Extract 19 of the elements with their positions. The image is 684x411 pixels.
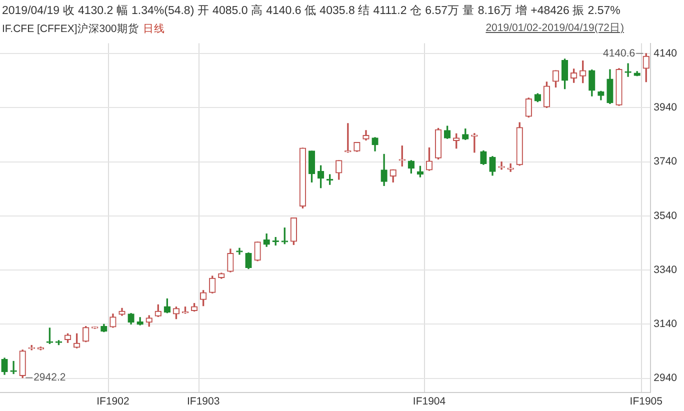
y-tick-label: 4140 [654,47,678,60]
annotation: 2942.2 [34,372,66,384]
x-tick-label: IF1905 [630,396,663,408]
y-tick-label: 3340 [654,264,678,276]
candlestick [624,63,632,77]
x-tick-label: IF1902 [96,396,130,408]
text: 日线 [142,23,165,35]
y-tick-label: 3740 [654,156,678,168]
y-tick-label: 3140 [654,318,678,330]
y-tick-label: 3540 [654,210,678,222]
chart-title: 2019/04/19 收 4130.2 幅 1.34%(54.8) 开 4085.0 高 4140.6 低 4035.8 结 4111.2 仓 6.57万 量 8.16万 增 +48426 振 2.57% [2,3,620,18]
chart-subtitle: IF.CFE [CFFEX]沪深300期货 [2,23,139,35]
candlestick [10,360,17,374]
x-tick-label: IF1904 [412,396,446,408]
y-tick-label: 2940 [654,372,678,384]
y-tick-label: 3940 [654,102,678,114]
x-tick-label: IF1903 [186,396,220,408]
annotation: 4140.6 [603,47,636,60]
text: 2019/01/02-2019/04/19(72日) [486,21,624,35]
